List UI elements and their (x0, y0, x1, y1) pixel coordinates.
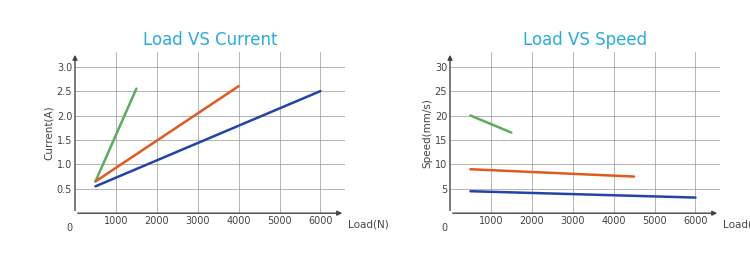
Text: Load(N): Load(N) (348, 220, 389, 230)
Y-axis label: Current(A): Current(A) (44, 105, 54, 160)
Y-axis label: Speed(mm/s): Speed(mm/s) (422, 98, 432, 167)
Text: 0: 0 (66, 223, 72, 233)
Title: Load VS Speed: Load VS Speed (523, 31, 647, 49)
Title: Load VS Current: Load VS Current (142, 31, 278, 49)
Text: Load(N): Load(N) (723, 220, 750, 230)
Text: 0: 0 (441, 223, 447, 233)
